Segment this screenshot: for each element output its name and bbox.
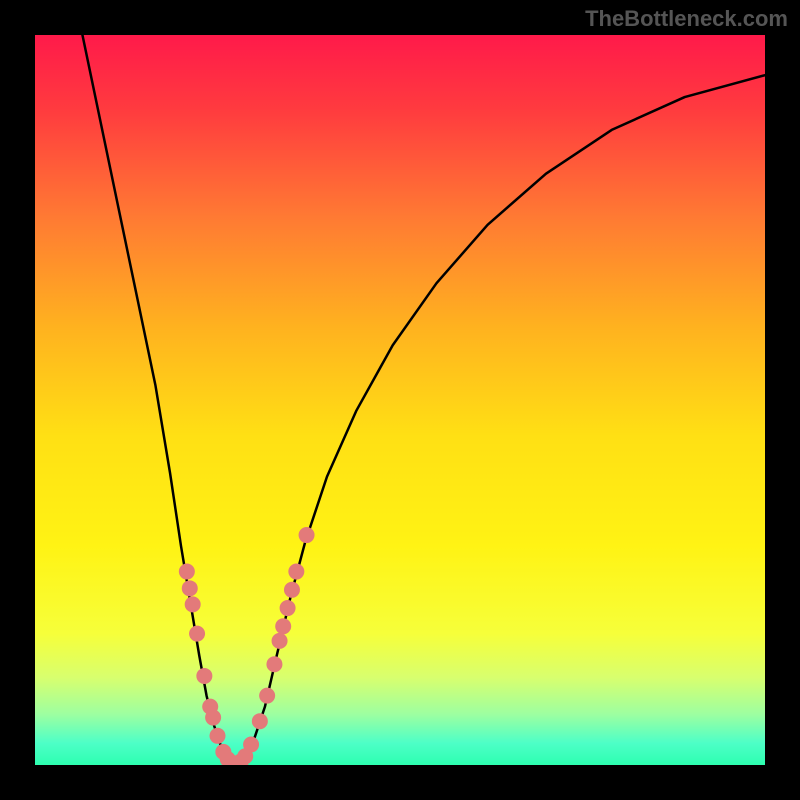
watermark-text: TheBottleneck.com [585,6,788,32]
chart-container: TheBottleneck.com [0,0,800,800]
chart-svg [35,35,765,765]
plot-area [35,35,765,765]
